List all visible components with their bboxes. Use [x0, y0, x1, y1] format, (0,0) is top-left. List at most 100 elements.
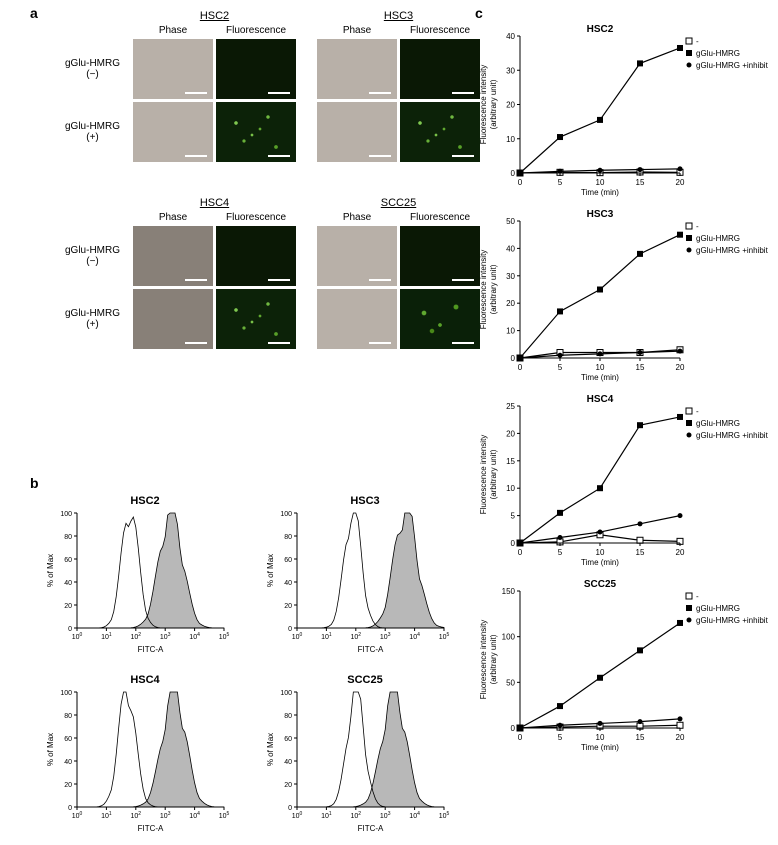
svg-text:10: 10: [506, 135, 515, 144]
svg-text:20: 20: [676, 733, 685, 742]
col-header-phase: Phase: [317, 212, 397, 223]
svg-text:80: 80: [284, 534, 292, 541]
svg-text:(arbitrary unit): (arbitrary unit): [489, 79, 498, 129]
micro-image: [317, 102, 397, 162]
svg-text:105: 105: [219, 632, 230, 641]
panel-a: HSC2 HSC3 Phase Fluorescence Phase Fluor…: [55, 10, 480, 374]
flow-title: HSC4: [45, 674, 245, 686]
svg-text:SCC25: SCC25: [584, 579, 617, 590]
svg-text:% of Max: % of Max: [46, 554, 55, 587]
svg-text:101: 101: [321, 811, 332, 820]
svg-text:50: 50: [506, 217, 515, 226]
panel-c-label: c: [475, 5, 483, 21]
svg-text:40: 40: [506, 32, 515, 41]
svg-text:0: 0: [511, 539, 516, 548]
svg-text:0: 0: [518, 363, 523, 372]
micro-image: [400, 226, 480, 286]
svg-text:0: 0: [511, 169, 516, 178]
panel-a-label: a: [30, 5, 38, 21]
svg-text:5: 5: [558, 363, 563, 372]
flow-title: HSC2: [45, 495, 245, 507]
svg-text:FITC-A: FITC-A: [358, 645, 384, 654]
svg-text:101: 101: [101, 811, 112, 820]
svg-text:-: -: [696, 222, 699, 231]
svg-text:101: 101: [321, 632, 332, 641]
micro-block-1: HSC2 HSC3 Phase Fluorescence Phase Fluor…: [55, 10, 480, 162]
svg-text:Fluorescence intensity: Fluorescence intensity: [479, 250, 488, 330]
svg-text:100: 100: [72, 811, 83, 820]
svg-text:20: 20: [676, 548, 685, 557]
svg-text:10: 10: [596, 178, 605, 187]
svg-text:80: 80: [64, 713, 72, 720]
svg-text:105: 105: [219, 811, 230, 820]
svg-text:% of Max: % of Max: [266, 733, 275, 766]
svg-text:15: 15: [636, 363, 645, 372]
svg-text:FITC-A: FITC-A: [138, 645, 164, 654]
micro-image: [133, 289, 213, 349]
panel-b-label: b: [30, 475, 39, 491]
svg-text:104: 104: [189, 811, 200, 820]
svg-text:102: 102: [131, 632, 142, 641]
svg-text:103: 103: [380, 632, 391, 641]
svg-text:-: -: [696, 592, 699, 601]
svg-text:0: 0: [68, 805, 72, 812]
micro-block-2: HSC4 SCC25 Phase Fluorescence Phase Fluo…: [55, 197, 480, 349]
col-header-phase: Phase: [317, 25, 397, 36]
micro-image: [400, 39, 480, 99]
svg-text:100: 100: [280, 511, 292, 518]
micro-image: [317, 39, 397, 99]
svg-text:60: 60: [64, 557, 72, 564]
micro-image: [400, 289, 480, 349]
svg-text:101: 101: [101, 632, 112, 641]
svg-text:Time (min): Time (min): [581, 373, 619, 382]
svg-text:100: 100: [72, 632, 83, 641]
svg-text:10: 10: [506, 327, 515, 336]
svg-text:15: 15: [636, 733, 645, 742]
svg-text:gGlu-HMRG: gGlu-HMRG: [696, 604, 740, 613]
svg-text:105: 105: [439, 632, 450, 641]
row-label-plus: gGlu-HMRG(+): [55, 121, 130, 143]
micro-image: [317, 289, 397, 349]
svg-text:0: 0: [518, 548, 523, 557]
svg-text:20: 20: [64, 603, 72, 610]
line-chart-hsc4: HSC4 051015200510152025 Time (min) Fluor…: [478, 392, 768, 572]
svg-text:40: 40: [506, 244, 515, 253]
svg-text:102: 102: [351, 632, 362, 641]
panel-c: HSC2 05101520010203040 Time (min) Fluore…: [478, 22, 768, 757]
svg-text:104: 104: [409, 632, 420, 641]
svg-text:102: 102: [131, 811, 142, 820]
svg-text:100: 100: [292, 811, 303, 820]
micro-image: [216, 102, 296, 162]
line-chart-hsc2: HSC2 05101520010203040 Time (min) Fluore…: [478, 22, 768, 202]
svg-text:10: 10: [596, 733, 605, 742]
svg-text:40: 40: [284, 580, 292, 587]
col-header-fluor: Fluorescence: [216, 212, 296, 223]
svg-text:50: 50: [506, 678, 515, 687]
svg-text:HSC2: HSC2: [587, 24, 614, 35]
svg-text:20: 20: [64, 782, 72, 789]
row-label-minus: gGlu-HMRG(−): [55, 245, 130, 267]
svg-text:20: 20: [284, 603, 292, 610]
svg-text:Time (min): Time (min): [581, 743, 619, 752]
micro-image: [133, 39, 213, 99]
svg-text:100: 100: [60, 511, 72, 518]
col-header-phase: Phase: [133, 25, 213, 36]
col-header-fluor: Fluorescence: [400, 212, 480, 223]
svg-text:25: 25: [506, 402, 515, 411]
svg-text:10: 10: [506, 484, 515, 493]
svg-text:FITC-A: FITC-A: [358, 824, 384, 833]
svg-text:20: 20: [506, 299, 515, 308]
svg-text:(arbitrary unit): (arbitrary unit): [489, 634, 498, 684]
svg-text:Fluorescence intensity: Fluorescence intensity: [479, 435, 488, 515]
flow-plot-hsc4: HSC4 100101102103104105020406080100 FITC…: [45, 674, 245, 838]
svg-text:40: 40: [64, 580, 72, 587]
svg-text:10: 10: [596, 363, 605, 372]
cell-header-scc25: SCC25: [317, 197, 480, 209]
svg-text:60: 60: [284, 736, 292, 743]
svg-text:gGlu-HMRG: gGlu-HMRG: [696, 419, 740, 428]
svg-text:HSC3: HSC3: [587, 209, 614, 220]
svg-text:100: 100: [502, 633, 516, 642]
svg-text:80: 80: [284, 713, 292, 720]
svg-text:FITC-A: FITC-A: [138, 824, 164, 833]
svg-text:0: 0: [288, 805, 292, 812]
